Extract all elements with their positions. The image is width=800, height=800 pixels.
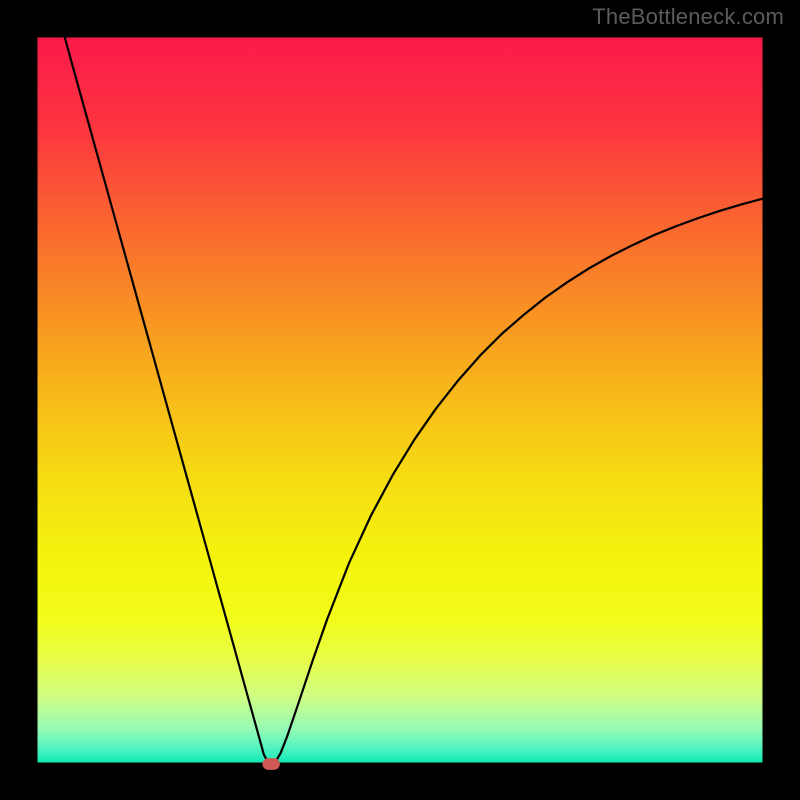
plot-background xyxy=(36,36,764,764)
chart-root: TheBottleneck.com xyxy=(0,0,800,800)
bottleneck-chart xyxy=(0,0,800,800)
watermark-text: TheBottleneck.com xyxy=(592,4,784,30)
optimal-point-marker xyxy=(262,758,279,770)
